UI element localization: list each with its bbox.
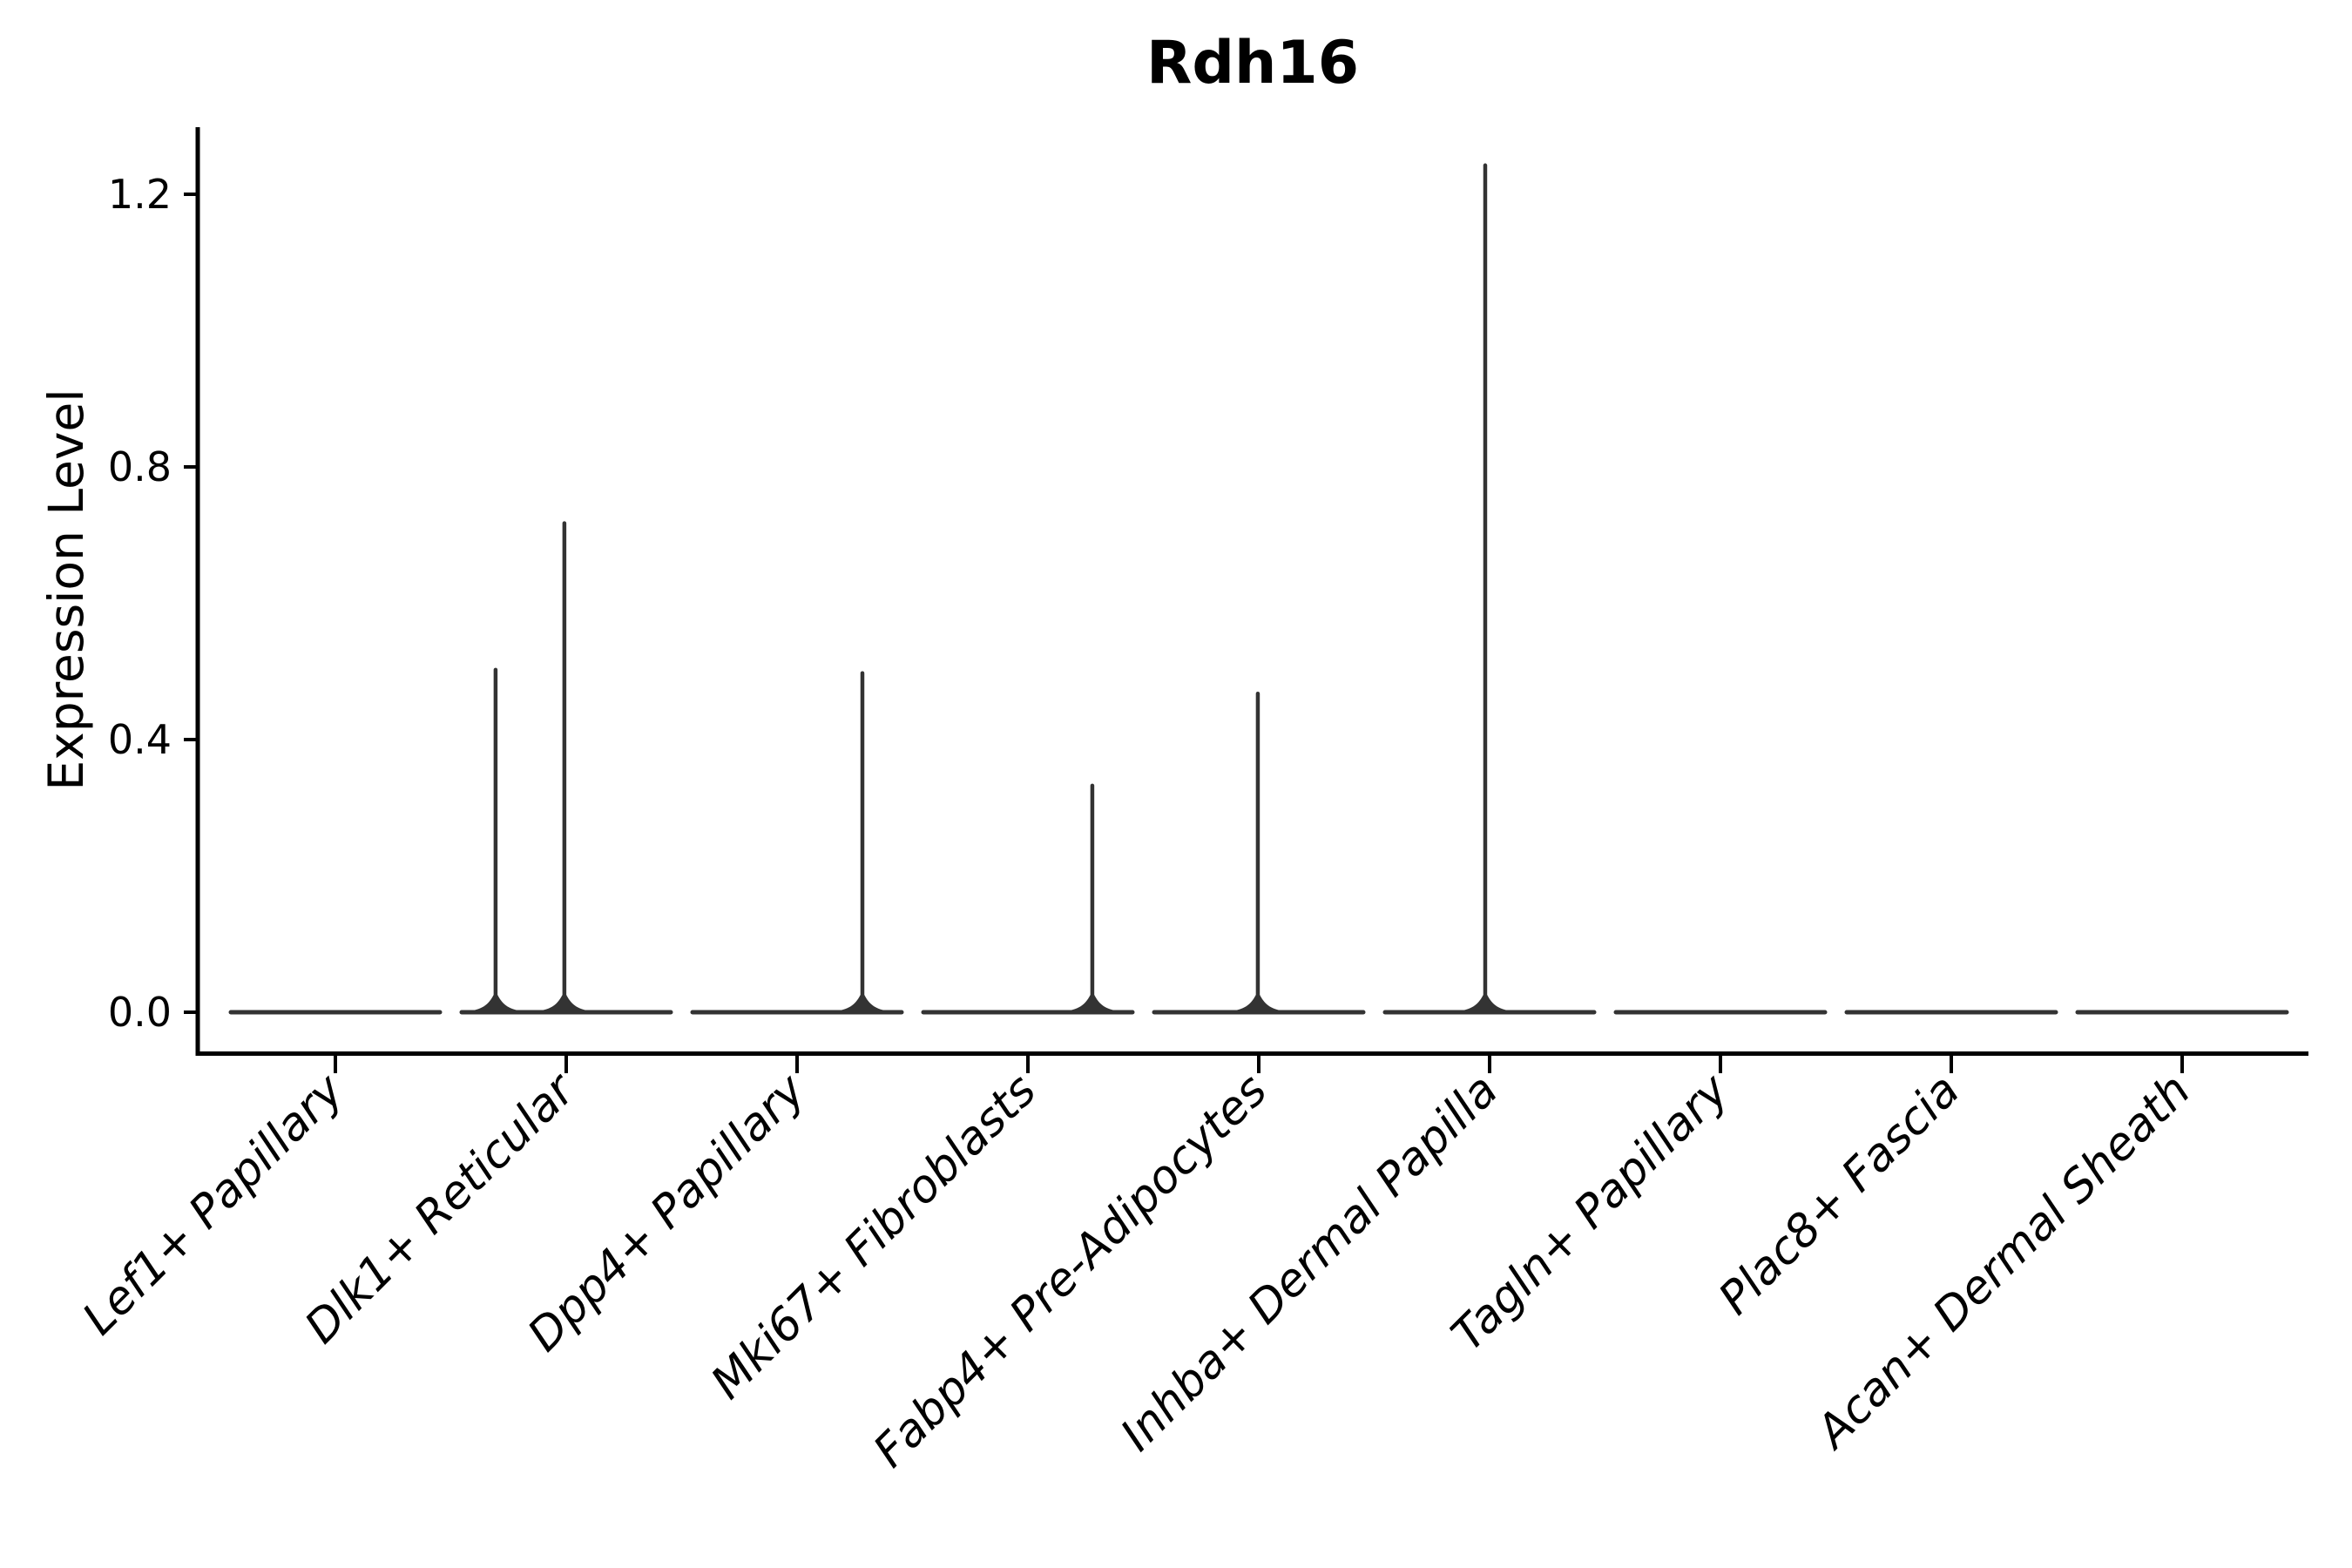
y-tick-label: 0.8 (108, 443, 172, 490)
violin-spike-base-flare (1062, 995, 1122, 1011)
y-tick-label: 0.0 (108, 989, 172, 1036)
x-tick-label: Acan+ Dermal Sheath (1805, 1064, 2200, 1460)
violin-spike-base-flare (534, 995, 594, 1011)
violins-layer (228, 163, 2289, 1015)
y-axis-label: Expression Level (38, 389, 94, 790)
x-tick-label: Inhba+ Dermal Papilla (1111, 1064, 1508, 1462)
violin-spike-base-flare (465, 995, 525, 1011)
chart-title: Rdh16 (1146, 29, 1359, 98)
violin-spike-base-flare (832, 995, 892, 1011)
axes-layer (184, 127, 2308, 1073)
violin-spike-base-flare (1455, 995, 1515, 1011)
violin-spike-base-flare (1227, 995, 1288, 1011)
x-tick-label: Plac8+ Fascia (1709, 1064, 1970, 1325)
x-tick-label: Fabp4+ Pre-Adipocytes (864, 1064, 1278, 1478)
y-tick-label: 0.4 (108, 716, 172, 763)
y-tick-label: 1.2 (108, 171, 172, 218)
